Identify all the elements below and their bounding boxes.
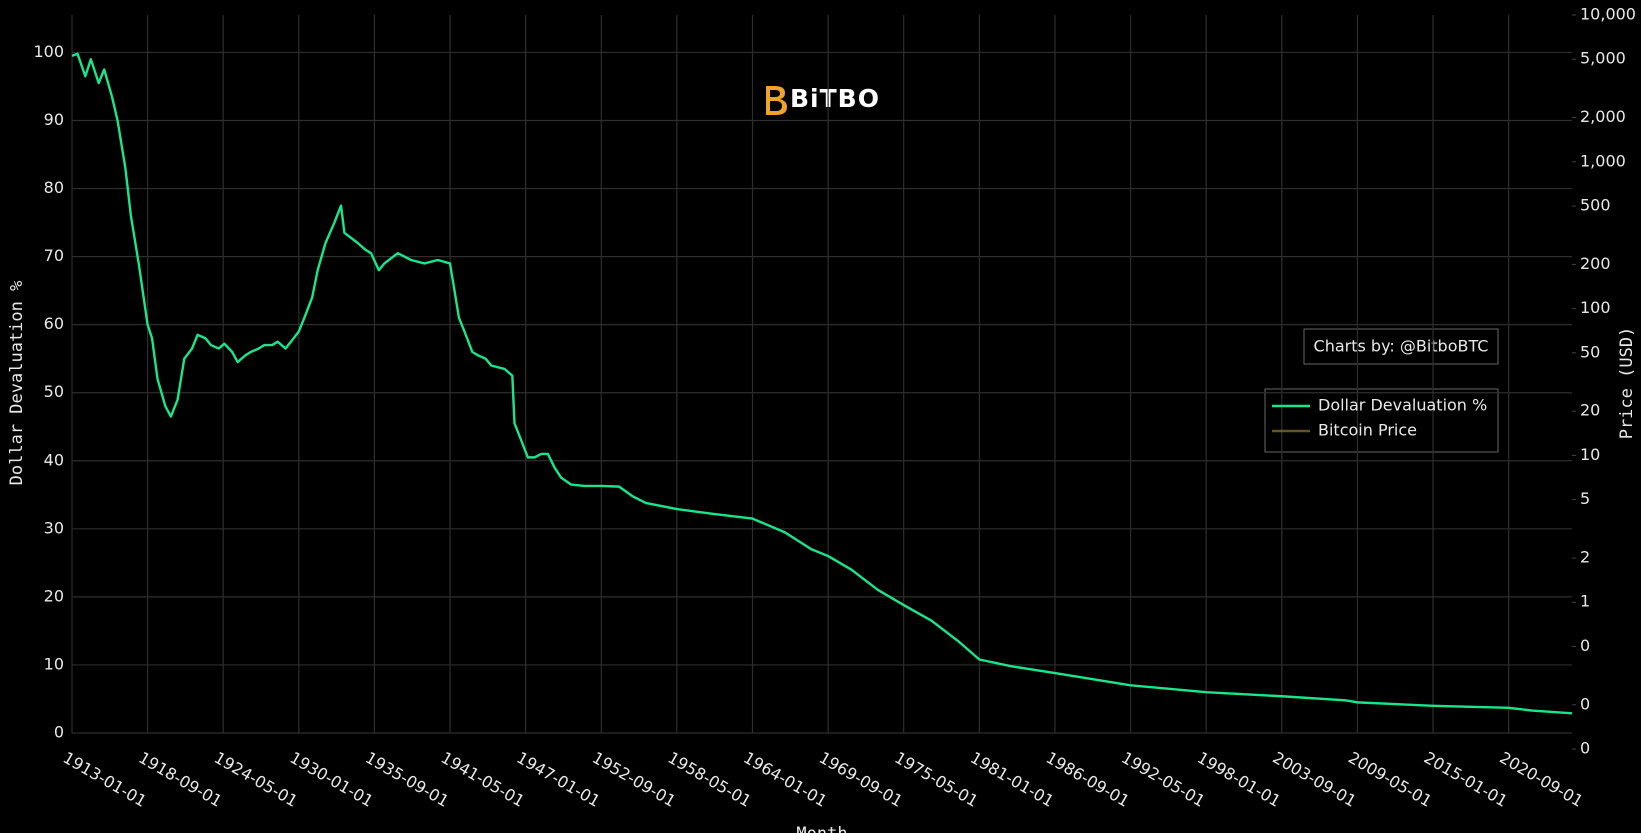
y2-tick-label: 500 <box>1580 195 1611 214</box>
logo-icon <box>766 86 787 115</box>
y2-tick-label: 10,000 <box>1580 5 1636 24</box>
x-tick-label: 1975-05-01 <box>891 748 981 811</box>
x-tick-label: 1981-01-01 <box>967 748 1057 811</box>
y-tick-label: 60 <box>44 314 64 333</box>
legend-label: Dollar Devaluation % <box>1318 396 1487 415</box>
legend: Dollar Devaluation % Bitcoin Price <box>1272 396 1487 440</box>
y2-tick-label: 5,000 <box>1580 49 1626 68</box>
x-tick-label: 1952-09-01 <box>589 748 679 811</box>
x-tick-label: 1930-01-01 <box>287 748 377 811</box>
x-tick-label: 2015-01-01 <box>1421 748 1511 811</box>
y-tick-label: 30 <box>44 518 64 537</box>
y-tick-label: 40 <box>44 450 64 469</box>
x-tick-label: 1941-05-01 <box>438 748 528 811</box>
y-tick-label: 50 <box>44 382 64 401</box>
x-tick-label: 1918-09-01 <box>135 748 225 811</box>
y2-tick-label: 2 <box>1580 548 1590 567</box>
y-axis-title: Dollar Devaluation % <box>7 281 27 486</box>
y2-tick-label: 0 <box>1580 694 1590 713</box>
logo: BiTBO <box>766 84 880 115</box>
y2-tick-label: 10 <box>1580 445 1600 464</box>
y2-tick-label: 1 <box>1580 592 1590 611</box>
y2-tick-label: 20 <box>1580 401 1600 420</box>
y2-tick-label: 50 <box>1580 342 1600 361</box>
logo-text: BiTBO <box>790 84 880 113</box>
x-tick-label: 1986-09-01 <box>1043 748 1133 811</box>
x-tick-label: 2009-05-01 <box>1345 748 1435 811</box>
x-tick-label: 1913-01-01 <box>60 748 150 811</box>
y-tick-label: 10 <box>44 654 64 673</box>
y2-tick-label: 5 <box>1580 489 1590 508</box>
x-tick-label: 1992-05-01 <box>1118 748 1208 811</box>
x-tick-label: 1947-01-01 <box>513 748 603 811</box>
y-tick-label: 0 <box>54 723 64 742</box>
plot <box>71 52 1573 715</box>
x-tick-label: 2003-09-01 <box>1270 748 1360 811</box>
x-axis-title: Month <box>796 824 847 833</box>
y2-tick-label: 2,000 <box>1580 107 1626 126</box>
x-tick-label: 1924-05-01 <box>211 748 301 811</box>
y-tick-label: 80 <box>44 178 64 197</box>
y-tick-label: 90 <box>44 110 64 129</box>
x-tick-label: 1935-09-01 <box>362 748 452 811</box>
y-tick-label: 70 <box>44 246 64 265</box>
annotation-box: Charts by: @BitboBTC <box>1303 328 1499 365</box>
y2-tick-label: 100 <box>1580 298 1611 317</box>
x-tick-label: 2020-09-01 <box>1496 748 1586 811</box>
x-tick-label: 1998-01-01 <box>1194 748 1284 811</box>
x-tick-label: 1958-05-01 <box>665 748 755 811</box>
y2-tick-label: 200 <box>1580 254 1611 273</box>
legend-label: Bitcoin Price <box>1318 421 1417 440</box>
y2-tick-label: 0 <box>1580 739 1590 758</box>
annotation: Charts by: @BitboBTC <box>1314 337 1489 356</box>
legend-frame <box>1264 388 1499 453</box>
annotation-frame <box>1303 328 1499 365</box>
x-tick-label: 1964-01-01 <box>740 748 830 811</box>
line-series <box>71 52 1573 715</box>
x-tick-label: 1969-09-01 <box>816 748 906 811</box>
y-tick-label: 100 <box>33 42 64 61</box>
y-tick-label: 20 <box>44 586 64 605</box>
y2-tick-label: 1,000 <box>1580 151 1626 170</box>
y2-tick-label: 0 <box>1580 636 1590 655</box>
y2-axis-title: Price (USD) <box>1617 327 1637 440</box>
